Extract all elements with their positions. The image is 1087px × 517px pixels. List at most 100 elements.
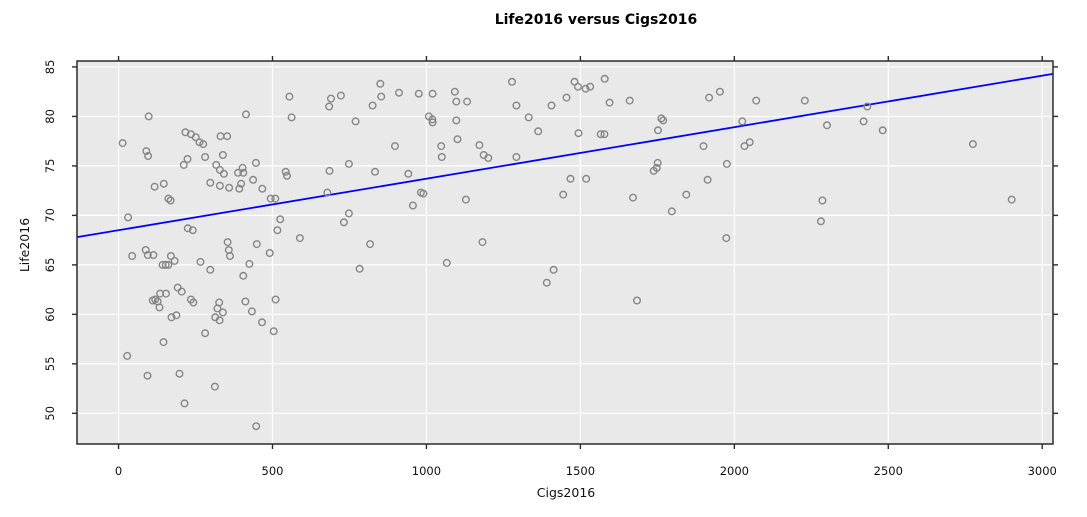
data-point xyxy=(738,117,747,126)
data-point xyxy=(123,351,132,360)
data-point xyxy=(159,179,168,188)
data-point xyxy=(196,257,205,266)
data-point xyxy=(241,110,250,119)
data-point xyxy=(166,251,175,260)
data-point xyxy=(218,150,227,159)
data-point xyxy=(241,297,250,306)
data-point xyxy=(191,133,200,142)
data-point xyxy=(581,84,590,93)
data-point xyxy=(450,87,459,96)
data-point xyxy=(657,114,666,123)
data-point xyxy=(167,313,176,322)
data-point xyxy=(549,265,558,274)
data-point xyxy=(366,240,375,249)
data-point xyxy=(508,77,517,86)
data-point xyxy=(573,82,582,91)
data-point xyxy=(377,92,386,101)
data-point xyxy=(391,142,400,151)
data-point xyxy=(404,169,413,178)
data-point xyxy=(183,224,192,233)
data-point xyxy=(437,142,446,151)
data-point xyxy=(408,201,417,210)
data-point xyxy=(705,93,714,102)
data-point xyxy=(295,234,304,243)
y-tick-label: 75 xyxy=(43,159,57,174)
x-tick-label: 1500 xyxy=(566,464,595,478)
data-point xyxy=(201,152,210,161)
data-point xyxy=(201,329,210,338)
data-point xyxy=(625,96,634,105)
data-point xyxy=(478,238,487,247)
data-point xyxy=(199,140,208,149)
data-point xyxy=(596,130,605,139)
data-point xyxy=(325,166,334,175)
data-point xyxy=(649,166,658,175)
data-point xyxy=(239,168,248,177)
data-point xyxy=(144,151,153,160)
data-point xyxy=(534,127,543,136)
data-point xyxy=(800,96,809,105)
data-point xyxy=(164,194,173,203)
data-point xyxy=(859,117,868,126)
data-point xyxy=(452,116,461,125)
data-point xyxy=(323,188,332,197)
data-point xyxy=(740,142,749,151)
data-point xyxy=(452,97,461,106)
data-points-layer xyxy=(118,74,1016,431)
data-point xyxy=(816,217,825,226)
data-point xyxy=(715,87,724,96)
data-point xyxy=(188,226,197,235)
data-point xyxy=(213,304,222,313)
data-point xyxy=(258,184,267,193)
data-point xyxy=(124,213,133,222)
x-tick-label: 500 xyxy=(262,464,284,478)
data-point xyxy=(144,112,153,121)
tick-labels-layer: 0 500 1000 1500 2000 2500 3000 50 55 60 65 70 75 80 85 xyxy=(43,60,1057,478)
data-point xyxy=(159,338,168,347)
data-point xyxy=(863,102,872,111)
data-point xyxy=(461,195,470,204)
data-point xyxy=(414,89,423,98)
x-tick-label: 3000 xyxy=(1028,464,1057,478)
data-point xyxy=(745,138,754,147)
data-point xyxy=(629,193,638,202)
data-point xyxy=(562,93,571,102)
data-point xyxy=(189,298,198,307)
plot-background-layer xyxy=(77,61,1053,444)
data-point xyxy=(143,371,152,380)
data-point xyxy=(273,226,282,235)
data-point xyxy=(419,189,428,198)
data-point xyxy=(183,154,192,163)
data-point xyxy=(344,159,353,168)
data-point xyxy=(179,160,188,169)
data-point xyxy=(653,158,662,167)
data-point xyxy=(118,139,127,148)
data-point xyxy=(252,422,261,431)
data-point xyxy=(722,159,731,168)
data-point xyxy=(682,190,691,199)
data-point xyxy=(218,308,227,317)
data-point xyxy=(143,250,152,259)
y-tick-label: 60 xyxy=(43,307,57,322)
data-point xyxy=(276,215,285,224)
frame-and-ticks-layer xyxy=(72,56,1058,449)
data-point xyxy=(368,101,377,110)
data-point xyxy=(206,178,215,187)
data-point xyxy=(437,152,446,161)
y-tick-label: 55 xyxy=(43,356,57,371)
data-point xyxy=(376,79,385,88)
data-point xyxy=(172,311,181,320)
data-point xyxy=(249,175,258,184)
data-point xyxy=(818,196,827,205)
y-axis-label: Life2016 xyxy=(17,218,32,272)
data-point xyxy=(566,174,575,183)
data-point xyxy=(173,283,182,292)
data-point xyxy=(336,91,345,100)
data-point xyxy=(238,163,247,172)
data-point xyxy=(574,129,583,138)
data-point xyxy=(475,141,484,150)
data-point xyxy=(150,182,159,191)
data-point xyxy=(269,327,278,336)
data-point xyxy=(524,113,533,122)
